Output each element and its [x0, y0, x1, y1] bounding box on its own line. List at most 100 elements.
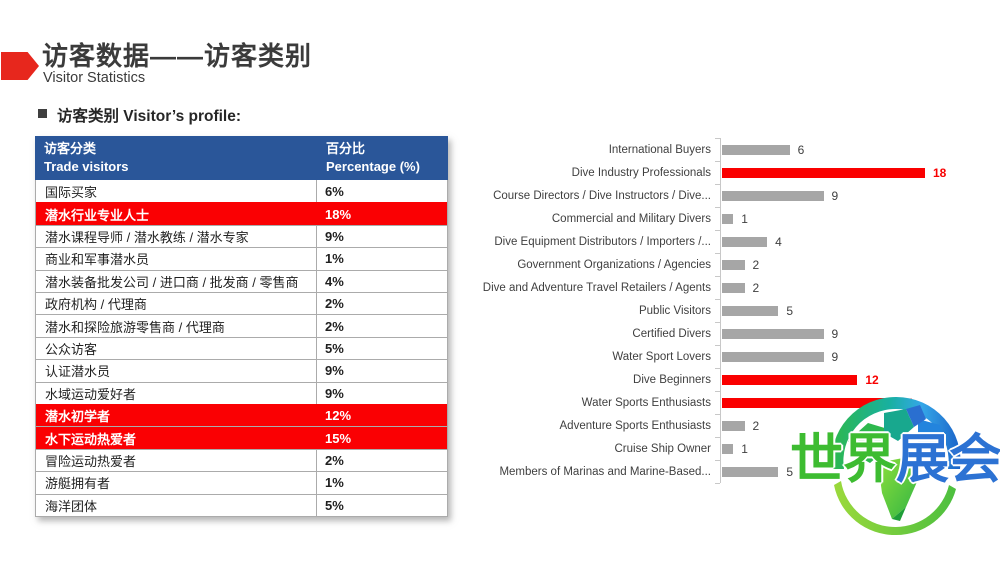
chart-value-label: 2: [752, 418, 760, 433]
visitor-table: 访客分类 Trade visitors 百分比 Percentage (%) 国…: [35, 136, 448, 517]
table-header-trade-visitors: 访客分类 Trade visitors: [35, 136, 317, 180]
chart-category-label: International Buyers: [608, 143, 711, 156]
row-value: 15%: [325, 430, 352, 446]
chart-bar: [722, 167, 925, 178]
row-label: 潜水行业专业人士: [45, 207, 150, 223]
chart-bar-zone: 2: [722, 281, 759, 295]
watermark-text-green: 世界: [790, 430, 896, 489]
chart-axis-ticks: [715, 138, 720, 484]
chart-category-label: Commercial and Military Divers: [551, 212, 711, 225]
table-row: 水域运动爱好者 9%: [36, 381, 447, 404]
chart-bar-zone: 4: [722, 235, 782, 249]
chart-row: Course Directors / Dive Instructors / Di…: [480, 184, 1000, 207]
chart-bar: [722, 466, 779, 477]
row-label: 海洋团体: [36, 494, 317, 516]
chart-value-label: 5: [786, 303, 794, 318]
row-value: 2%: [325, 296, 344, 312]
table-row: 商业和军事潜水员 1%: [36, 247, 447, 270]
chart-category-label: Course Directors / Dive Instructors / Di…: [493, 189, 711, 202]
table-header-zh: 百分比: [326, 141, 366, 156]
chart-row: Government Organizations / Agencies 2: [480, 253, 1000, 276]
table-row: 公众访客 5%: [36, 336, 447, 360]
chart-bar-zone: 2: [722, 258, 759, 272]
chart-value-label: 4: [775, 234, 782, 249]
chart-row: Certified Divers 9: [480, 322, 1000, 345]
chart-bar-zone: 5: [722, 304, 793, 318]
chart-bar: [722, 397, 892, 408]
row-value: 12%: [325, 408, 352, 424]
page-title: 访客数据——访客类别: [42, 41, 313, 71]
table-row: 冒险运动热爱者 2%: [36, 448, 447, 472]
table-body: 国际买家 6% 潜水行业专业人士 18% 潜水课程导师 / 潜水教练 / 潜水专家 9% 商…: [35, 180, 448, 517]
chart-value-label: 12: [865, 372, 879, 387]
chart-category-label: Dive Industry Professionals: [571, 166, 711, 179]
row-label: 潜水课程导师 / 潜水教练 / 潜水专家: [36, 225, 317, 248]
section-heading-label: 访客类别 Visitor’s profile:: [57, 108, 242, 125]
table-row: 潜水初学者 12%: [36, 404, 447, 427]
chart-bar-zone: 1: [722, 212, 748, 226]
chart-axis-line: [720, 138, 721, 483]
row-label: 潜水装备批发公司 / 进口商 / 批发商 / 零售商: [36, 270, 317, 293]
row-value: 5%: [325, 497, 344, 513]
row-label: 潜水初学者: [45, 409, 111, 425]
table-row: 潜水装备批发公司 / 进口商 / 批发商 / 零售商 4%: [36, 269, 447, 293]
row-value: 9%: [325, 385, 344, 401]
chart-value-label: 2: [752, 257, 760, 272]
chart-bar: [722, 144, 790, 155]
section-heading: 访客类别 Visitor’s profile:: [38, 104, 241, 126]
table-header-row: 访客分类 Trade visitors 百分比 Percentage (%): [35, 136, 448, 181]
chart-bar-zone: 12: [722, 373, 879, 387]
chart-value-label: 9: [831, 349, 839, 364]
chart-value-label: 9: [831, 326, 839, 341]
table-row: 水下运动热爱者 15%: [36, 426, 447, 449]
chart-row: Water Sport Lovers 9: [480, 345, 1000, 368]
chart-value-label: 1: [741, 211, 748, 226]
chart-bar-zone: 2: [722, 419, 759, 433]
chart-category-label: Adventure Sports Enthusiasts: [559, 419, 712, 432]
chart-value-label: 5: [786, 464, 794, 479]
row-value: 1%: [325, 475, 344, 491]
row-value: 9%: [325, 229, 344, 245]
row-label: 游艇拥有者: [36, 472, 317, 494]
visitor-bar-chart: International Buyers 6 Dive Industry Profe…: [480, 138, 1000, 484]
row-value: 9%: [325, 363, 344, 379]
row-label: 公众访客: [36, 337, 317, 360]
row-value: 6%: [325, 183, 344, 199]
watermark-text: 世界展会: [790, 433, 1000, 486]
chart-row: Members of Marinas and Marine-Based... 5: [480, 460, 1000, 483]
chart-category-label: Cruise Ship Owner: [614, 442, 711, 455]
row-value: 2%: [325, 452, 344, 468]
row-label: 潜水和探险旅游零售商 / 代理商: [36, 315, 317, 337]
chart-bar-zone: 9: [722, 350, 838, 364]
chart-bar: [722, 190, 824, 201]
table-row: 认证潜水员 9%: [36, 359, 447, 382]
row-value: 18%: [325, 206, 352, 222]
chart-bar-zone: 5: [722, 465, 793, 479]
table-row: 潜水和探险旅游零售商 / 代理商 2%: [36, 314, 447, 337]
chart-category-label: Government Organizations / Agencies: [517, 258, 711, 271]
chart-bar-zone: 18: [722, 166, 946, 180]
chart-category-label: Members of Marinas and Marine-Based...: [499, 465, 711, 478]
row-label: 水域运动爱好者: [36, 382, 317, 404]
chart-bar: [722, 420, 745, 431]
row-label: 认证潜水员: [36, 360, 317, 382]
chart-value-label: 2: [752, 280, 760, 295]
chart-row: Dive Beginners 12: [480, 368, 1000, 391]
chart-category-label: Certified Divers: [632, 327, 711, 340]
row-label: 政府机构 / 代理商: [36, 293, 317, 315]
table-header-en: Percentage (%): [326, 158, 420, 174]
chart-bar-zone: 9: [722, 189, 838, 203]
chart-bar: [722, 443, 734, 454]
table-row: 政府机构 / 代理商 2%: [36, 292, 447, 315]
row-label: 水下运动热爱者: [45, 431, 137, 447]
bar-chart-rows: International Buyers 6 Dive Industry Profe…: [480, 138, 1000, 483]
table-header-zh: 访客分类: [44, 141, 97, 156]
chart-bar: [722, 236, 768, 247]
red-arrow-shape: [1, 52, 39, 80]
table-row: 国际买家 6%: [36, 180, 447, 203]
chart-row: Dive and Adventure Travel Retailers / Ag…: [480, 276, 1000, 299]
chart-bar: [722, 328, 824, 339]
chart-category-label: Water Sports Enthusiasts: [581, 396, 711, 409]
table-row: 潜水课程导师 / 潜水教练 / 潜水专家 9%: [36, 224, 447, 248]
